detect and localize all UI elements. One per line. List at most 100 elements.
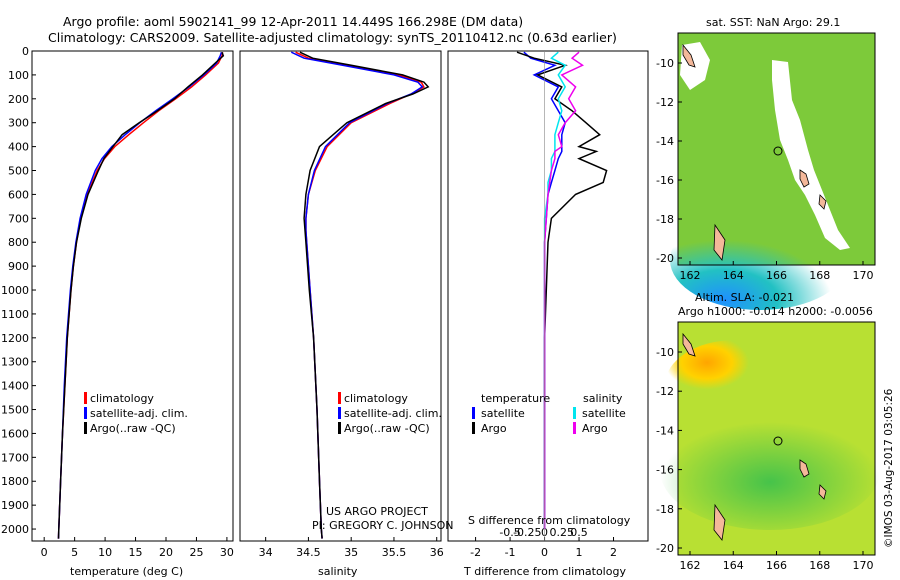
lat-tick-label: -10 [656,346,674,359]
s-diff-tick-label: 0.25 [550,526,575,539]
lat-tick-label: -20 [656,252,674,265]
legend-satellite: satellite-adj. clim. [90,407,188,420]
sla-title-1: Altim. SLA: -0.021 [695,291,794,304]
lat-tick-label: -20 [656,542,674,555]
s-diff-tick-label: -0.5 [499,526,520,539]
argo-float-marker-sla [773,436,783,446]
sla-map-axes: 162 164 166 168 170 -10 -12 -14 -16 -18 -20 [656,346,873,572]
depth-tick-label: 1900 [1,499,29,512]
x-tick-label: 0 [541,546,548,559]
lon-tick-label: 170 [853,269,874,282]
series-line-satellite-adj-clim [290,51,424,539]
depth-tick-label: 1400 [1,380,29,393]
depth-tick-label: 500 [8,165,29,178]
lon-tick-label: 168 [809,559,830,572]
x-tick-label: 2 [610,546,617,559]
depth-tick-label: 1700 [1,451,29,464]
series-line-argo-raw-qc [299,51,430,539]
series-line-s-satellite [543,51,567,529]
lat-tick-label: -12 [656,96,674,109]
depth-tick-label: 2000 [1,523,29,536]
depth-tick-label: 1100 [1,308,29,321]
x-tick-label: 30 [220,546,234,559]
lon-tick-label: 164 [723,269,744,282]
legend-climatology: climatology [90,392,154,405]
series-line-climatology [57,52,224,539]
depth-tick-label: 1000 [1,284,29,297]
x-tick-label: 0 [41,546,48,559]
title-line-1: Argo profile: aoml 5902141_99 12-Apr-201… [63,14,523,29]
x-tick-label: 5 [71,546,78,559]
depth-axis: 0 100 200 300 400 500 600 700 800 900 1000 1100 1200… [1,45,36,536]
credit-pi: PI: GREGORY C. JOHNSON [312,519,453,532]
sal-legend-climatology-swatch [338,392,341,404]
sla-title-2: Argo h1000: -0.014 h2000: -0.0056 [678,305,873,318]
depth-tick-label: 0 [22,45,29,58]
temperature-lines [57,51,225,539]
x-tick-label: 10 [98,546,112,559]
depth-tick-label: 200 [8,93,29,106]
lat-tick-label: -18 [656,213,674,226]
depth-tick-label: 1500 [1,404,29,417]
depth-tick-label: 1600 [1,427,29,440]
difference-x-axis: -2 -1 0 1 2-0.5-0.25 0 0.250.5 [470,526,617,559]
credit-project: US ARGO PROJECT [326,505,428,518]
temperature-legend: climatology satellite-adj. clim. Argo(..… [84,392,188,435]
lon-tick-label: 168 [809,269,830,282]
difference-lines [516,51,608,541]
salinity-panel: 34 34.5 35 35.5 36 salinity climatology sate… [239,50,453,578]
imos-watermark: ©IMOS 03-Aug-2017 03:05:26 [883,388,895,548]
sla-map-high-anomaly [665,340,805,430]
sal-legend-argo: Argo(..raw -QC) [344,422,430,435]
difference-plot-frame [447,50,649,542]
lat-tick-label: -16 [656,464,674,477]
salinity-legend: climatology satellite-adj. clim. Argo(..… [338,392,442,435]
sst-map-axes: 162 164 166 168 170 -10 -12 -14 -16 -18 -20 [656,57,873,282]
t-diff-xlabel: T difference from climatology [463,565,626,578]
lon-tick-label: 162 [680,269,701,282]
sst-map-coastline [682,43,827,261]
legend-s-sat: satellite [582,407,626,420]
x-tick-label: 20 [159,546,173,559]
depth-tick-label: 300 [8,117,29,130]
x-tick-label: 35 [344,546,358,559]
depth-tick-label: 800 [8,236,29,249]
x-tick-label: -2 [470,546,481,559]
lon-tick-label: 166 [766,559,787,572]
salinity-plot-frame [239,50,442,542]
depth-tick-label: 1200 [1,332,29,345]
lat-tick-label: -12 [656,385,674,398]
lon-tick-label: 162 [680,559,701,572]
temperature-x-axis: 0 5 10 15 20 25 30 [41,537,234,559]
series-line-argo-raw-qc [57,51,225,539]
series-line-s-argo [543,51,585,529]
depth-tick-label: 100 [8,69,29,82]
lon-tick-label: 166 [766,269,787,282]
sst-map-cloud-mask [772,60,850,250]
difference-panel: -2 -1 0 1 2-0.5-0.25 0 0.250.5 S difference fr… [447,50,649,578]
lon-tick-label: 164 [723,559,744,572]
sal-legend-satellite-swatch [338,407,341,419]
x-tick-label: 15 [129,546,143,559]
depth-tick-label: 600 [8,188,29,201]
depth-tick-label: 700 [8,212,29,225]
legend-argo: Argo(..raw -QC) [90,422,176,435]
s-diff-xlabel: S difference from climatology [468,514,631,527]
x-tick-label: -1 [505,546,516,559]
legend-s-argo-swatch [573,422,576,434]
legend-t-argo-swatch [472,422,475,434]
temperature-xlabel: temperature (deg C) [70,565,183,578]
temperature-plot-frame [31,50,234,542]
legend-t-argo: Argo [481,422,507,435]
legend-temperature-heading: temperature [481,392,550,405]
sal-legend-argo-swatch [338,422,341,434]
series-line-t-argo [516,51,608,529]
x-tick-label: 35.5 [382,546,407,559]
temperature-panel: 0100200300400500600700800900100011001200… [1,45,234,578]
salinity-lines [290,51,430,539]
legend-s-argo: Argo [582,422,608,435]
depth-tick-label: 1800 [1,475,29,488]
lat-tick-label: -14 [656,424,674,437]
argo-float-marker-sst [773,146,783,156]
